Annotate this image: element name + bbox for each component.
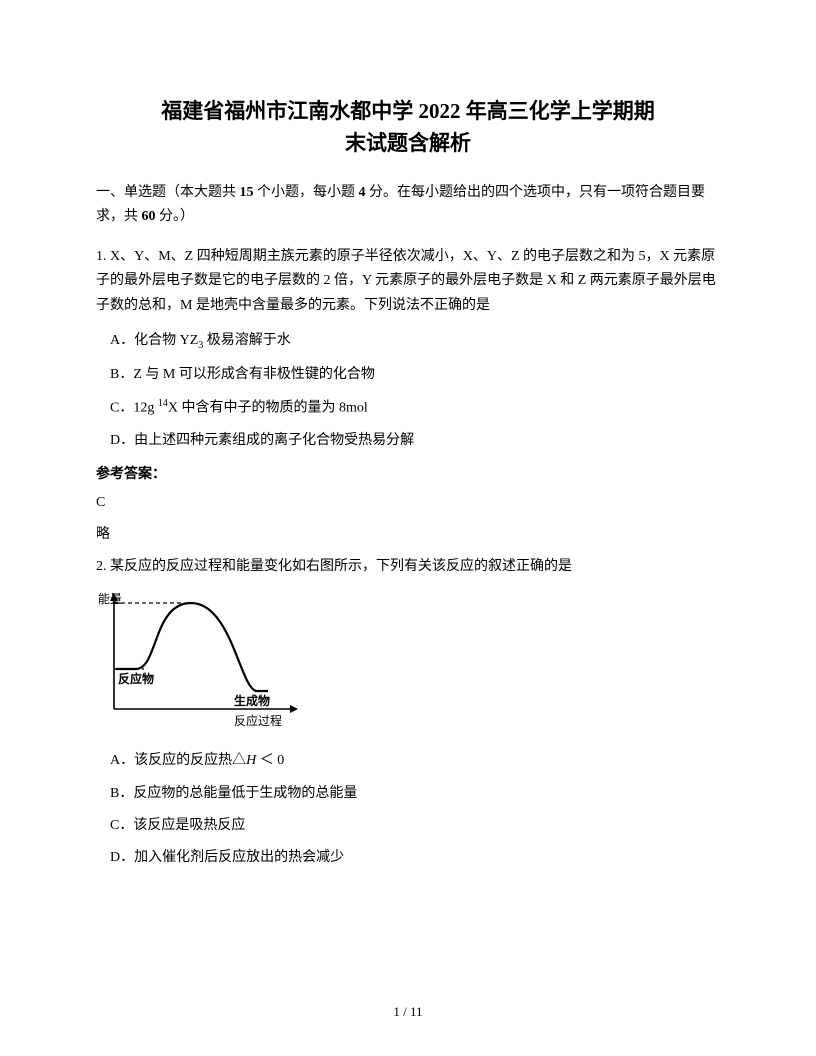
energy-diagram: 能量反应物生成物反应过程 [96, 591, 720, 736]
q1-a-pre: A．化合物 YZ [110, 333, 198, 348]
q2-b: B．反应物的总能量低于生成物的总能量 [110, 786, 357, 801]
q2-text: 2. 某反应的反应过程和能量变化如右图所示，下列有关该反应的叙述正确的是 [96, 559, 572, 574]
answer-label: 参考答案： [96, 463, 720, 483]
q2-a-italic: H [246, 753, 256, 768]
answer-brief: 略 [96, 523, 720, 543]
q1-b: B．Z 与 M 可以形成含有非极性键的化合物 [110, 367, 375, 382]
q1-option-c: C．12g 14X 中含有中子的物质的量为 8mol [110, 396, 720, 420]
section-header: 一、单选题（本大题共 15 个小题，每小题 4 分。在每小题给出的四个选项中，只… [96, 181, 720, 229]
q1-c-post: X 中含有中子的物质的量为 8mol [168, 401, 368, 416]
svg-text:生成物: 生成物 [234, 693, 270, 708]
answer-value: C [96, 495, 720, 511]
page-number: 1 / 11 [0, 1004, 816, 1020]
q2-c: C．该反应是吸热反应 [110, 818, 245, 833]
q2-option-c: C．该反应是吸热反应 [110, 815, 720, 837]
section-points: 4 [359, 185, 366, 200]
title-line-1: 福建省福州市江南水都中学 2022 年高三化学上学期期 [161, 99, 655, 123]
q2-a-pre: A．该反应的反应热△ [110, 753, 246, 768]
section-prefix: 一、单选题（本大题共 [96, 185, 240, 200]
svg-text:能量: 能量 [98, 592, 122, 606]
q2-option-a: A．该反应的反应热△H ＜ 0 [110, 750, 720, 772]
q1-c-pre: C．12g [110, 401, 158, 416]
svg-text:反应物: 反应物 [118, 671, 154, 686]
q1-option-d: D．由上述四种元素组成的离子化合物受热易分解 [110, 430, 720, 452]
section-count: 15 [240, 185, 254, 200]
q2-option-b: B．反应物的总能量低于生成物的总能量 [110, 783, 720, 805]
page-title: 福建省福州市江南水都中学 2022 年高三化学上学期期 末试题含解析 [96, 96, 720, 159]
q1-a-post: 极易溶解于水 [203, 333, 291, 348]
q1-option-a: A．化合物 YZ3 极易溶解于水 [110, 330, 720, 354]
q1-c-sup: 14 [158, 398, 168, 409]
q2-option-d: D．加入催化剂后反应放出的热会减少 [110, 847, 720, 869]
q1-option-b: B．Z 与 M 可以形成含有非极性键的化合物 [110, 364, 720, 386]
section-total: 60 [142, 209, 156, 224]
question-2: 2. 某反应的反应过程和能量变化如右图所示，下列有关该反应的叙述正确的是 [96, 555, 720, 580]
question-1: 1. X、Y、M、Z 四种短周期主族元素的原子半径依次减小，X、Y、Z 的电子层… [96, 245, 720, 319]
q1-text: 1. X、Y、M、Z 四种短周期主族元素的原子半径依次减小，X、Y、Z 的电子层… [96, 249, 716, 313]
section-mid1: 个小题，每小题 [254, 185, 359, 200]
energy-diagram-svg: 能量反应物生成物反应过程 [96, 591, 306, 731]
q1-d: D．由上述四种元素组成的离子化合物受热易分解 [110, 433, 414, 448]
q2-d: D．加入催化剂后反应放出的热会减少 [110, 850, 344, 865]
title-line-2: 末试题含解析 [345, 131, 471, 155]
q2-a-post: ＜ 0 [256, 753, 284, 768]
svg-text:反应过程: 反应过程 [234, 713, 282, 728]
section-suffix: 分。） [156, 209, 195, 224]
